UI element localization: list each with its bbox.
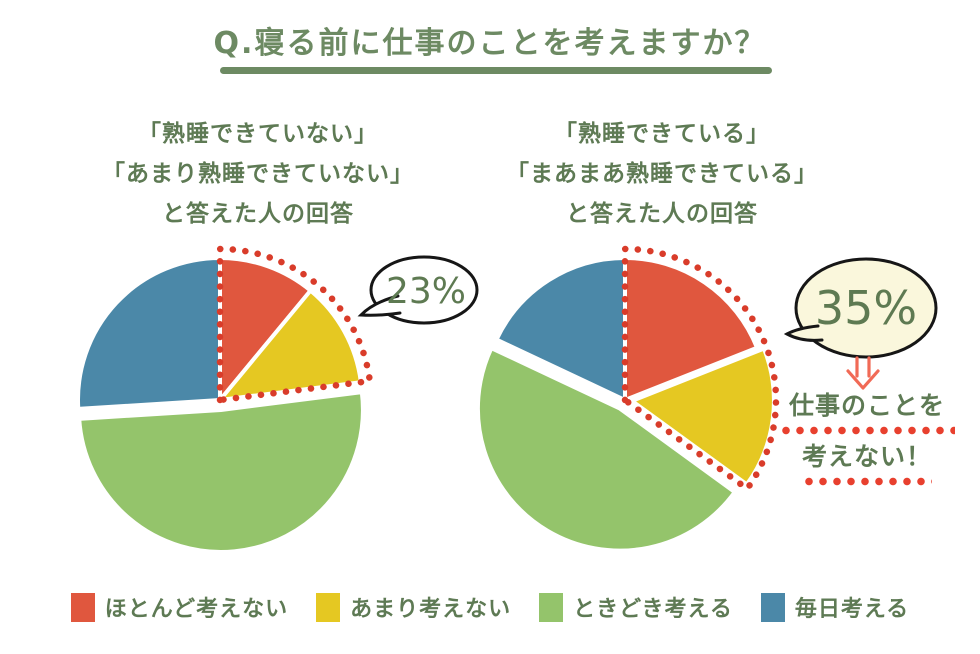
pie-left-highlight-dotted-outline [216,245,374,404]
bubble-right-tail [783,324,824,342]
legend-item-rarely: あまり考えない [316,591,511,623]
pie-left-slice-0 [218,256,313,402]
legend-item-every-day: 毎日考える [760,591,910,623]
legend-label: 毎日考える [794,597,910,622]
right-subtitle-line-2: 「まあまあ熟睡できている」 [506,161,818,187]
right-subtitle-line-3: と答えた人の回答 [566,201,758,227]
legend-item-sometimes: ときどき考える [539,591,733,623]
pie-right-slice-2 [475,346,737,553]
pie-left-slice-1 [218,288,363,402]
legend-swatch-red [70,592,95,622]
pie-left-slice-3 [76,256,222,411]
page-title: Q.寝る前に仕事のことを考えますか？ [213,26,767,61]
pie-right-slice-3 [494,256,627,402]
bubble-left-tail [357,294,402,317]
callout-right-value: 35% [815,281,917,335]
legend-swatch-blue [760,592,785,622]
pie-right-slice-0 [623,256,760,402]
pie-chart-left [76,245,374,554]
pie-chart-right [475,245,780,553]
left-pie-subtitle: 「熟睡できていない」 「あまり熟睡できていない」 と答えた人の回答 [48,114,468,234]
annotation-block: 仕事のことを 考えない！ [773,391,961,488]
annotation-line-2: 考えない！ [801,442,932,471]
legend: ほとんど考えない あまり考えない ときどき考える 毎日考える [0,591,980,623]
left-subtitle-line-3: と答えた人の回答 [162,201,354,227]
callout-bubble-right: 35% [783,257,938,359]
annotation-dotted-underline-1 [779,426,955,435]
bubble-right-body [794,257,938,359]
right-pie-subtitle: 「熟睡できている」 「まあまあ熟睡できている」 と答えた人の回答 [452,114,872,234]
legend-swatch-yellow [316,592,341,622]
legend-swatch-green [539,592,564,622]
left-subtitle-line-1: 「熟睡できていない」 [138,121,378,147]
pie-left-slice-2 [77,390,365,554]
legend-label: ときどき考える [573,597,733,622]
legend-item-almost-never: ほとんど考えない [70,591,289,623]
left-subtitle-line-2: 「あまり熟睡できていない」 [102,161,414,187]
annotation-dotted-underline-2 [802,477,932,486]
annotation-line-1: 仕事のことを [788,391,945,420]
legend-label: ほとんど考えない [104,597,289,622]
title-underline [220,67,772,74]
pie-right-highlight-dotted-outline [621,245,780,494]
callout-left-value: 23% [386,271,466,312]
callout-bubble-left: 23% [357,255,479,325]
down-arrow-icon [846,356,880,390]
right-subtitle-line-1: 「熟睡できている」 [554,121,770,147]
legend-label: あまり考えない [350,597,512,622]
